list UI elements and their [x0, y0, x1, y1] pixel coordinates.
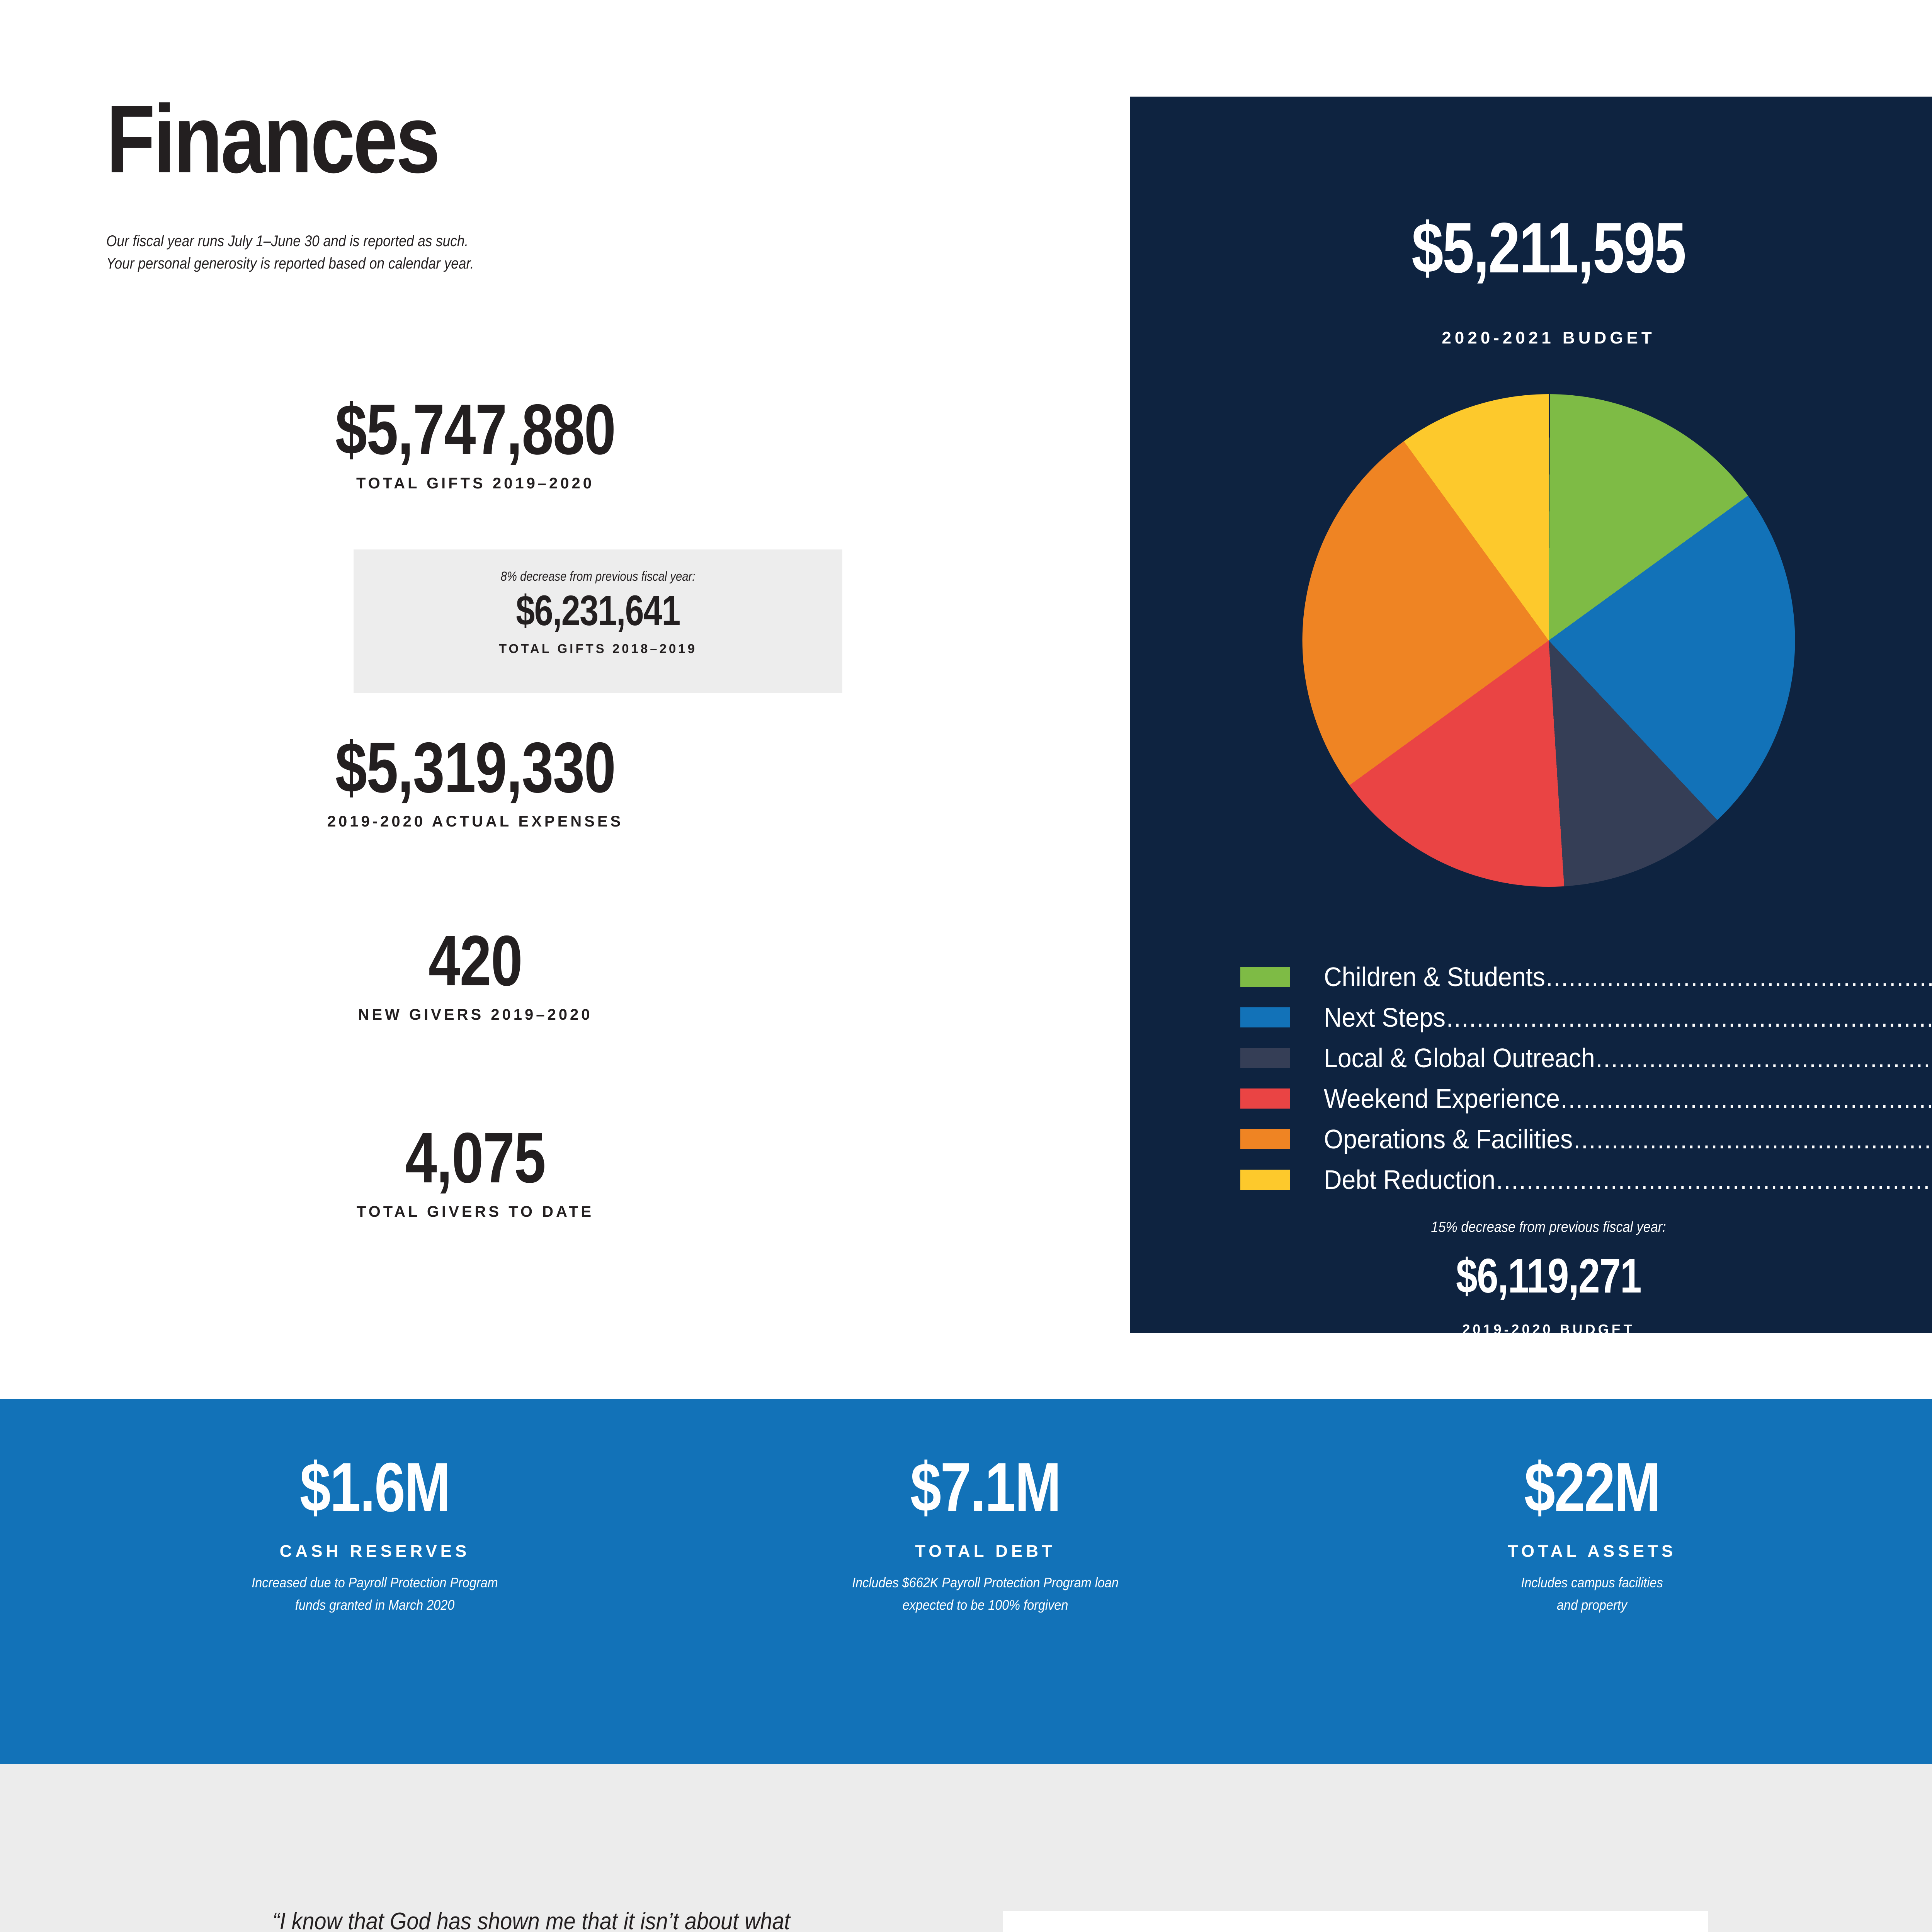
budget-pie-chart	[1302, 394, 1795, 887]
previous-gifts-label: TOTAL GIFTS 2018–2019	[498, 641, 697, 656]
legend-dot-leader: ........................................…	[1496, 1164, 1932, 1195]
legend-swatch-local-global-outreach	[1240, 1048, 1290, 1068]
stat-value: 420	[428, 921, 523, 1001]
legend-label: Local & Global Outreach	[1324, 1043, 1595, 1073]
budget-panel: $5,211,595 2020-2021 BUDGET Children & S…	[1130, 97, 1932, 1337]
stat-label: TOTAL ASSETS	[1507, 1542, 1677, 1561]
legend-dot-leader: ........................................…	[1595, 1043, 1932, 1073]
stat-label: TOTAL GIFTS 2019–2020	[356, 475, 595, 492]
stat-note-line-1: Increased due to Payroll Protection Prog…	[252, 1575, 498, 1590]
previous-budget-label: 2019-2020 BUDGET	[1462, 1321, 1635, 1337]
stat-value: $5,747,880	[335, 390, 616, 469]
legend-label: Operations & Facilities	[1324, 1124, 1573, 1154]
previous-gifts-value: $6,231,641	[516, 587, 680, 634]
stat-label: 2019-2020 ACTUAL EXPENSES	[327, 813, 624, 830]
stat-value: $1.6M	[299, 1449, 451, 1526]
stat-value: $7.1M	[910, 1449, 1061, 1526]
legend-swatch-next-steps	[1240, 1007, 1290, 1027]
stat-label: TOTAL GIVERS TO DATE	[356, 1203, 594, 1220]
page-subtitle: Our fiscal year runs July 1–June 30 and …	[106, 230, 474, 275]
legend-item: Weekend Experience .....................…	[1240, 1078, 1932, 1119]
stat-note-line-1: Includes campus facilities	[1521, 1575, 1663, 1590]
stat-new-givers: 420 NEW GIVERS 2019–2020	[108, 921, 842, 1023]
stat-note-line-2: funds granted in March 2020	[295, 1597, 455, 1613]
legend-dot-leader: ........................................…	[1546, 961, 1932, 992]
legend-item: Operations & Facilities ................…	[1240, 1119, 1932, 1159]
legend-label: Weekend Experience	[1324, 1083, 1560, 1114]
stat-actual-expenses: $5,319,330 2019-2020 ACTUAL EXPENSES	[108, 728, 842, 830]
stat-note-line-2: expected to be 100% forgiven	[902, 1597, 1068, 1613]
previous-budget-note: 15% decrease from previous fiscal year:	[1431, 1219, 1666, 1235]
budget-amount-label: 2020-2021 BUDGET	[1442, 328, 1655, 347]
legend-swatch-operations-facilities	[1240, 1129, 1290, 1149]
stat-total-debt: $7.1M TOTAL DEBT Includes $662K Payroll …	[711, 1453, 1260, 1615]
giving-callout-card: Let me encourage you to begin your gener…	[1003, 1911, 1708, 1932]
legend-swatch-children-students	[1240, 966, 1290, 987]
legend-item: Debt Reduction .........................…	[1240, 1159, 1932, 1200]
legend-dot-leader: ........................................…	[1573, 1124, 1932, 1154]
stat-total-gifts-2019-2020: $5,747,880 TOTAL GIFTS 2019–2020	[108, 390, 842, 492]
legend-dot-leader: ........................................…	[1446, 1002, 1932, 1032]
legend-swatch-debt-reduction	[1240, 1169, 1290, 1190]
budget-amount: $5,211,595	[1412, 208, 1686, 288]
pie-chart-legend: Children & Students ....................…	[1240, 956, 1932, 1200]
legend-label: Next Steps	[1324, 1002, 1446, 1032]
legend-item: Local & Global Outreach ................…	[1240, 1037, 1932, 1078]
legend-label: Children & Students	[1324, 961, 1545, 992]
stat-note-line-2: and property	[1557, 1597, 1627, 1613]
previous-budget-amount: $6,119,271	[1456, 1249, 1642, 1303]
testimonial-section	[0, 1764, 1932, 1932]
pie-chart-graphic	[1302, 394, 1795, 887]
subtitle-line-1: Our fiscal year runs July 1–June 30 and …	[106, 233, 469, 250]
testimonial-quote: “I know that God has shown me that it is…	[272, 1908, 790, 1932]
page-title: Finances	[106, 85, 440, 193]
financial-position-band: $1.6M CASH RESERVES Increased due to Pay…	[0, 1399, 1932, 1764]
subtitle-line-2: Your personal generosity is reported bas…	[106, 255, 474, 272]
stat-value: $22M	[1524, 1449, 1661, 1526]
legend-label: Debt Reduction	[1324, 1164, 1495, 1195]
stat-total-givers: 4,075 TOTAL GIVERS TO DATE	[108, 1118, 842, 1220]
stat-value: 4,075	[405, 1118, 546, 1198]
legend-dot-leader: ........................................…	[1560, 1083, 1932, 1114]
stat-label: NEW GIVERS 2019–2020	[358, 1006, 593, 1023]
previous-gifts-note: 8% decrease from previous fiscal year:	[500, 569, 696, 584]
legend-item: Children & Students ....................…	[1240, 956, 1932, 997]
stat-label: CASH RESERVES	[279, 1542, 470, 1561]
stat-total-assets: $22M TOTAL ASSETS Includes campus facili…	[1318, 1453, 1866, 1615]
stat-value: $5,319,330	[335, 728, 616, 808]
previous-gifts-callout: 8% decrease from previous fiscal year: $…	[354, 549, 842, 693]
stat-note-line-1: Includes $662K Payroll Protection Progra…	[852, 1575, 1119, 1590]
stat-label: TOTAL DEBT	[915, 1542, 1056, 1561]
legend-swatch-weekend-experience	[1240, 1088, 1290, 1109]
stat-cash-reserves: $1.6M CASH RESERVES Increased due to Pay…	[100, 1453, 649, 1615]
legend-item: Next Steps .............................…	[1240, 997, 1932, 1037]
